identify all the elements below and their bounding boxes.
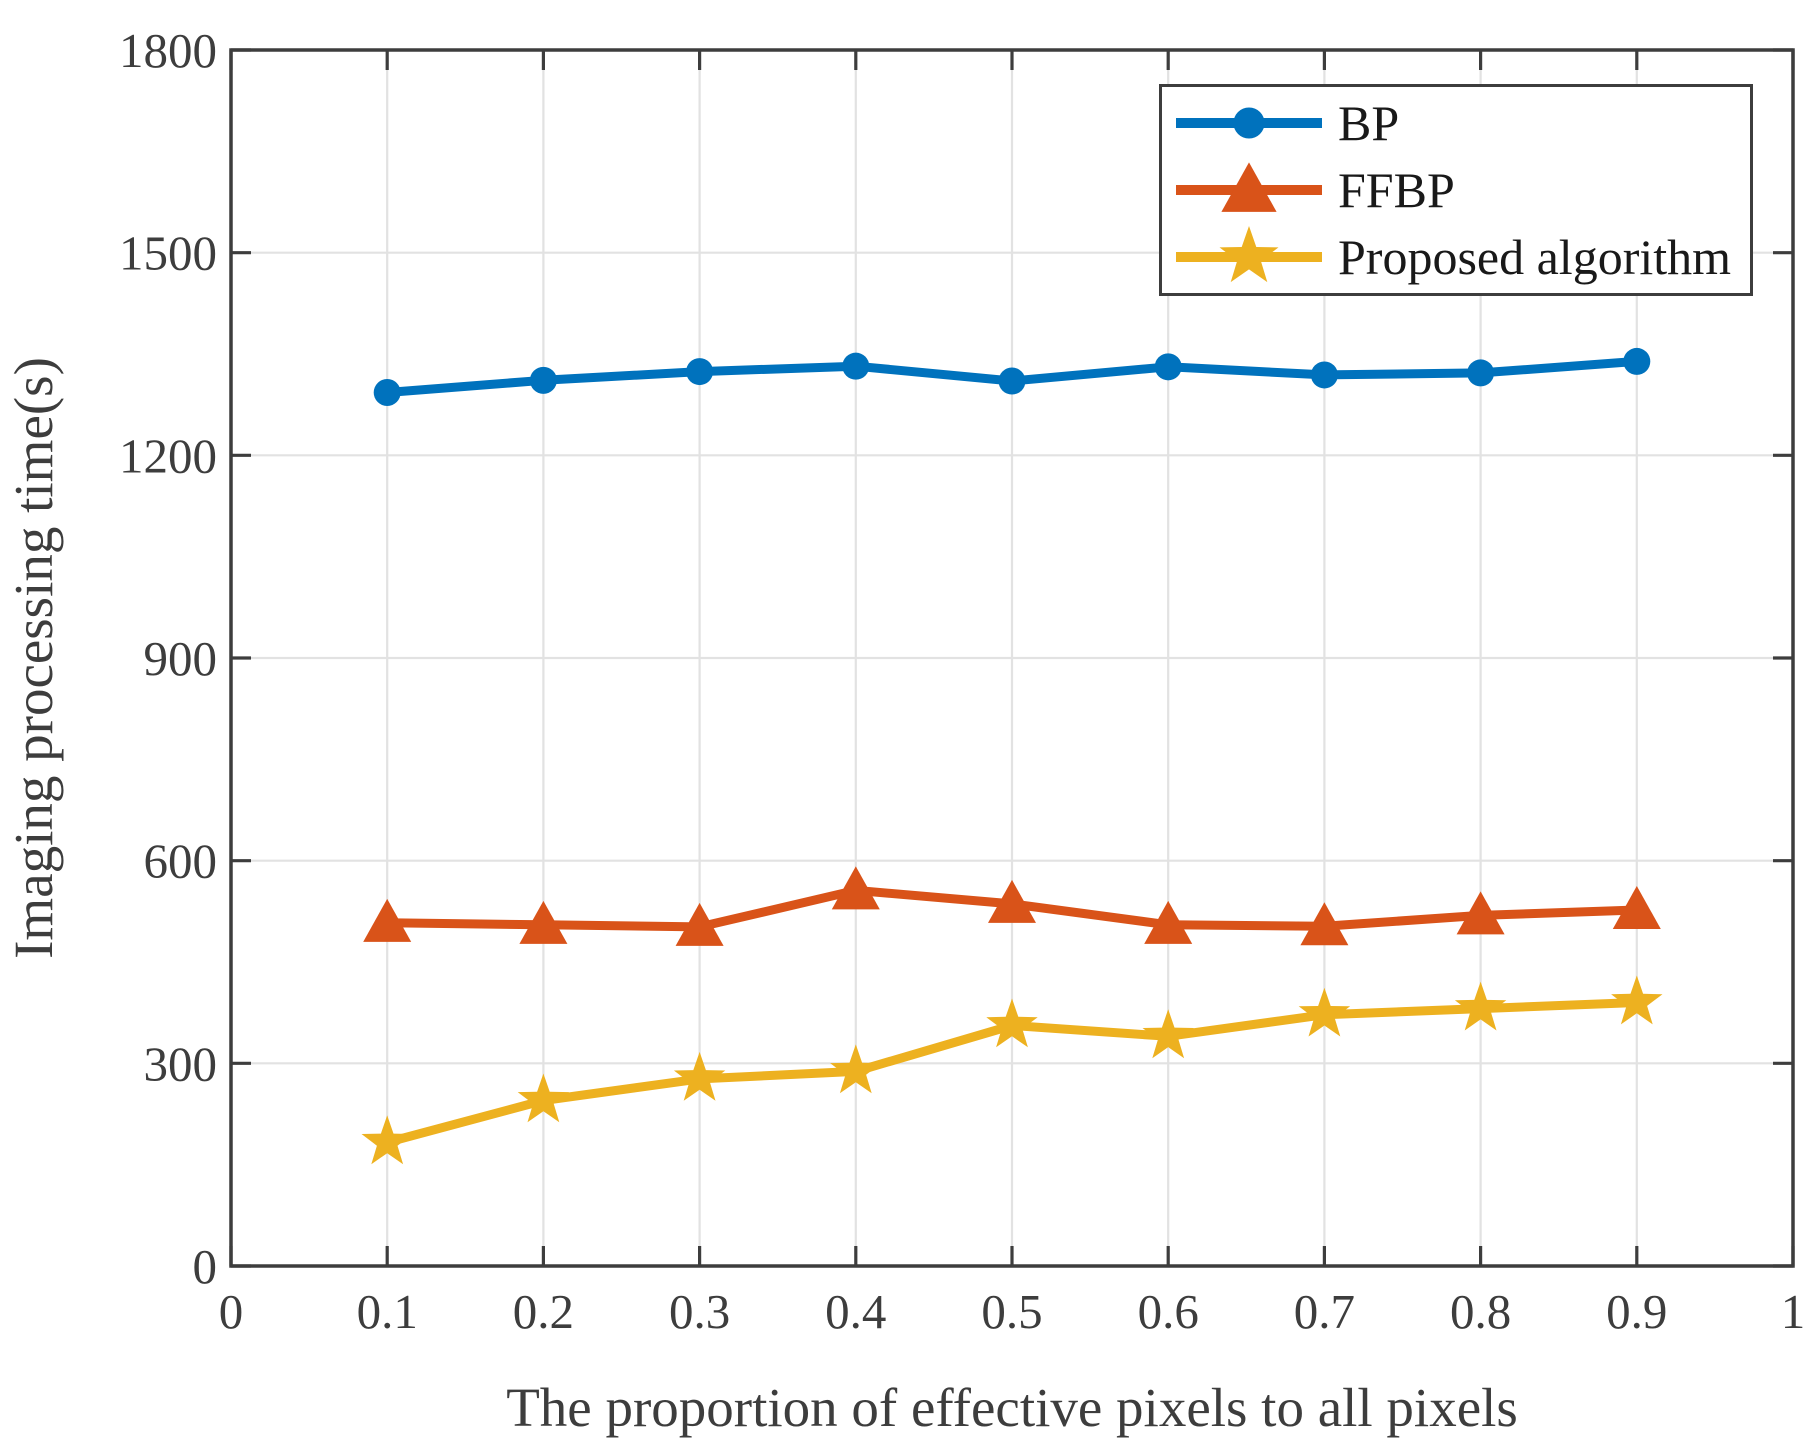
x-axis-title: The proportion of effective pixels to al… [506, 1377, 1518, 1438]
legend-swatch-proposed-line-star-icon [1176, 226, 1322, 283]
marker-star [1219, 226, 1279, 283]
legend-label: FFBP [1338, 162, 1455, 218]
x-tick-label: 0.1 [357, 1284, 418, 1339]
series-layer [361, 347, 1663, 1165]
x-tick-label: 0.5 [981, 1284, 1042, 1339]
y-axis-title: Imaging processing time(s) [3, 357, 64, 959]
marker-circle [686, 358, 714, 386]
axes-layer [229, 48, 1795, 1268]
marker-star [1611, 975, 1663, 1025]
marker-triangle [988, 879, 1036, 923]
marker-triangle [1456, 891, 1505, 935]
marker-circle [842, 352, 870, 380]
marker-circle [529, 366, 557, 394]
marker-circle [1154, 353, 1182, 381]
x-tick-label: 0 [219, 1284, 244, 1339]
legend-row: BP [1174, 90, 1750, 156]
marker-triangle [519, 900, 568, 944]
legend-label: Proposed algorithm [1338, 229, 1732, 285]
x-tick-label: 0.3 [669, 1284, 730, 1339]
legend-swatch-ffbp-line-triangle-icon [1176, 162, 1322, 212]
y-tick-label: 1200 [119, 428, 217, 483]
marker-triangle [1612, 885, 1661, 929]
marker-circle [1310, 361, 1338, 389]
y-tick-label: 900 [144, 631, 218, 686]
marker-star [517, 1073, 570, 1123]
legend-row: FFBP [1174, 157, 1750, 223]
legend-row: Proposed algorithm [1174, 224, 1750, 290]
marker-triangle [675, 902, 724, 946]
marker-triangle [831, 866, 880, 910]
x-tick-label: 0.4 [825, 1284, 886, 1339]
marker-star [361, 1115, 413, 1165]
marker-star [673, 1051, 726, 1101]
marker-star [1454, 981, 1507, 1031]
marker-star [986, 998, 1038, 1048]
y-tick-label: 300 [144, 1036, 218, 1091]
tick-label-layer: 0 0.1 0.2 0.3 0.4 0.5 0.6 0.7 0.8 0.9 1 0 300 600 900 1… [119, 23, 1805, 1339]
y-tick-label: 1500 [119, 226, 217, 281]
y-tick-label: 0 [193, 1239, 218, 1294]
marker-circle [1467, 359, 1495, 387]
marker-triangle [1221, 162, 1277, 212]
series-ffbp [363, 866, 1661, 946]
series-proposed-algorithm [361, 975, 1663, 1165]
marker-triangle [1300, 902, 1349, 946]
marker-triangle [363, 898, 412, 942]
marker-circle [998, 367, 1026, 395]
x-tick-label: 0.6 [1138, 1284, 1199, 1339]
marker-star [1298, 987, 1351, 1037]
y-tick-label: 600 [144, 834, 218, 889]
x-tick-label: 0.7 [1294, 1284, 1355, 1339]
marker-star [830, 1044, 882, 1094]
marker-triangle [1144, 900, 1193, 944]
marker-circle [1623, 347, 1651, 375]
marker-star [1142, 1009, 1194, 1059]
x-tick-label: 0.2 [513, 1284, 574, 1339]
marker-circle [373, 379, 401, 407]
legend: BP FFBP Proposed algorithm [1159, 84, 1753, 296]
legend-swatch-bp-line-circle-icon [1176, 107, 1322, 139]
series-bp [373, 347, 1651, 407]
y-tick-label: 1800 [119, 23, 217, 78]
x-tick-label: 0.8 [1450, 1284, 1511, 1339]
marker-circle [1233, 107, 1265, 139]
x-tick-label: 0.9 [1606, 1284, 1667, 1339]
legend-label: BP [1338, 95, 1400, 151]
x-tick-label: 1 [1781, 1284, 1806, 1339]
